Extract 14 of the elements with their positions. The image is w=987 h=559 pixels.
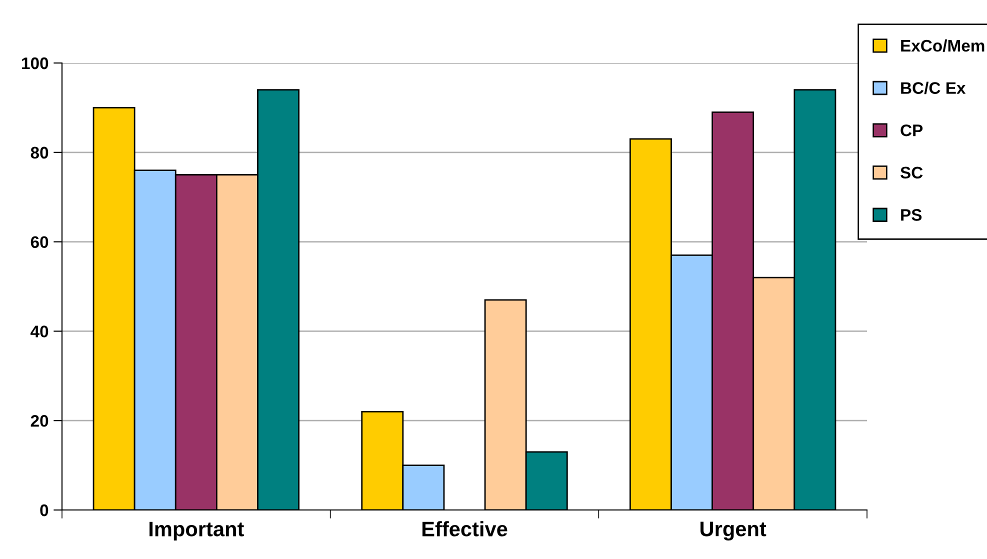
- legend-label: SC: [900, 166, 923, 179]
- x-tick-label: Urgent: [700, 522, 766, 541]
- y-tick-label: 20: [30, 415, 48, 427]
- legend-label: BC/C Ex: [901, 82, 966, 94]
- x-tick-label: Important: [150, 522, 244, 541]
- y-tick-label: 0: [40, 504, 48, 516]
- y-tick-label: 80: [30, 146, 48, 159]
- legend-label: CP: [900, 124, 923, 136]
- y-tick-label: 100: [22, 57, 48, 70]
- y-tick-label: 40: [30, 326, 48, 338]
- legend-label: ExCo/Mem: [901, 39, 984, 52]
- legend-label: PS: [901, 209, 922, 221]
- y-tick-label: 60: [30, 236, 48, 248]
- x-tick-label: Effective: [422, 521, 508, 536]
